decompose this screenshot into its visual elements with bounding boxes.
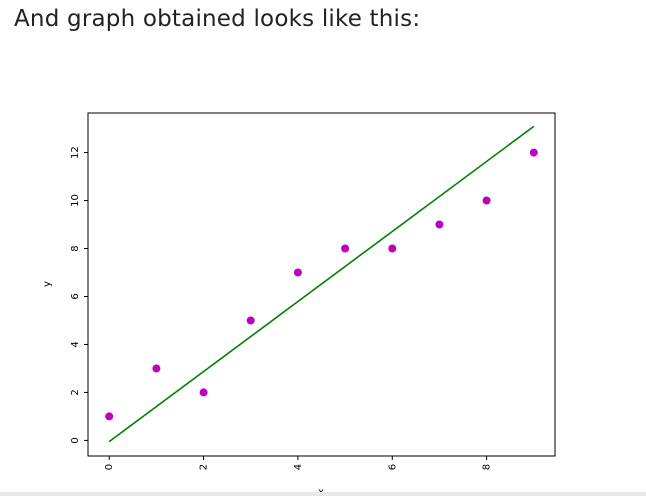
data-point — [482, 196, 491, 205]
page-bottom-border — [0, 492, 646, 496]
chart-marks — [105, 125, 538, 443]
y-tick-label: 8 — [70, 245, 81, 251]
data-point — [293, 268, 302, 277]
data-point — [388, 244, 397, 253]
data-point — [341, 244, 350, 253]
x-tick-label: 4 — [293, 464, 304, 470]
x-tick-label: 0 — [104, 464, 115, 470]
y-axis-label: y — [42, 281, 53, 287]
x-tick-label: 6 — [387, 464, 398, 470]
data-point — [435, 220, 444, 229]
data-point — [529, 148, 538, 157]
x-tick-label: 2 — [199, 464, 210, 470]
y-tick-label: 10 — [70, 194, 81, 207]
y-tick-label: 2 — [70, 389, 81, 395]
fit-line — [108, 125, 535, 443]
page-heading: And graph obtained looks like this: — [14, 6, 421, 32]
chart-axes: 0 2 4 6 8 0 2 4 6 8 10 12 — [70, 146, 493, 470]
data-point — [152, 364, 161, 373]
x-axis-label: x — [318, 487, 324, 496]
y-tick-label: 4 — [70, 341, 81, 347]
y-tick-label: 12 — [70, 146, 81, 159]
data-point — [199, 388, 208, 397]
data-point — [105, 412, 114, 421]
y-tick-label: 0 — [70, 437, 81, 443]
x-tick-label: 8 — [482, 464, 493, 470]
y-tick-label: 6 — [70, 293, 81, 299]
data-point — [246, 316, 255, 325]
